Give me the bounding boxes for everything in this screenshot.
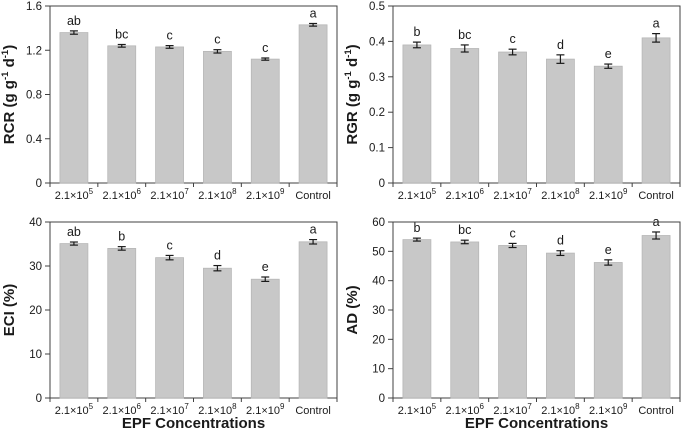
svg-text:d: d — [214, 249, 221, 263]
svg-text:2.1×105: 2.1×105 — [55, 187, 94, 202]
svg-text:2.1×108: 2.1×108 — [198, 187, 237, 202]
svg-text:0.8: 0.8 — [26, 90, 42, 102]
svg-text:0: 0 — [379, 393, 385, 405]
svg-text:2.1×109: 2.1×109 — [589, 187, 628, 202]
svg-text:2.1×107: 2.1×107 — [493, 402, 532, 417]
svg-text:RCR (g g-1 d-1): RCR (g g-1 d-1) — [0, 45, 18, 144]
svg-text:Control: Control — [295, 190, 330, 202]
svg-text:2.1×105: 2.1×105 — [398, 187, 437, 202]
svg-text:2.1×106: 2.1×106 — [103, 187, 142, 202]
svg-text:10: 10 — [29, 349, 42, 361]
svg-text:2.1×105: 2.1×105 — [398, 402, 437, 417]
svg-text:0: 0 — [36, 178, 42, 190]
svg-text:10: 10 — [372, 364, 385, 376]
svg-text:0.1: 0.1 — [369, 143, 385, 155]
svg-text:0.4: 0.4 — [369, 36, 386, 48]
rgr-chart: 0 0.1 0.2 0.3 0.4 0.5 b 2.1×105 bc 2.1×106 c 2.1×10… — [343, 1, 681, 202]
svg-text:RGR (g g-1 d-1): RGR (g g-1 d-1) — [343, 44, 361, 144]
svg-text:0: 0 — [379, 178, 385, 190]
svg-text:2.1×108: 2.1×108 — [541, 402, 580, 417]
svg-text:bc: bc — [458, 223, 471, 237]
svg-text:20: 20 — [29, 305, 42, 317]
svg-text:2.1×109: 2.1×109 — [246, 402, 285, 417]
svg-text:0: 0 — [36, 393, 42, 405]
svg-text:2.1×107: 2.1×107 — [150, 402, 189, 417]
eci-chart: 0 10 20 30 40 ab 2.1×105 b 2.1×106 c 2.1×107 d 2.1×1… — [1, 217, 338, 417]
svg-text:Control: Control — [638, 190, 673, 202]
svg-text:Control: Control — [295, 405, 330, 417]
svg-text:ab: ab — [67, 225, 81, 239]
svg-text:0.2: 0.2 — [369, 107, 385, 119]
svg-text:1.6: 1.6 — [26, 1, 42, 13]
svg-text:ab: ab — [67, 14, 81, 28]
svg-text:d: d — [557, 38, 564, 52]
svg-text:e: e — [262, 260, 269, 274]
svg-text:2.1×106: 2.1×106 — [446, 402, 485, 417]
svg-text:0.3: 0.3 — [369, 72, 385, 84]
svg-text:d: d — [557, 234, 564, 248]
svg-text:2.1×106: 2.1×106 — [446, 187, 485, 202]
svg-text:b: b — [413, 221, 420, 235]
svg-text:2.1×108: 2.1×108 — [541, 187, 580, 202]
svg-text:b: b — [413, 25, 420, 39]
svg-text:a: a — [653, 17, 660, 31]
svg-text:bc: bc — [458, 28, 471, 42]
svg-text:30: 30 — [372, 305, 385, 317]
svg-text:ECI (%): ECI (%) — [1, 284, 18, 337]
svg-text:e: e — [605, 47, 612, 61]
svg-text:bc: bc — [115, 27, 128, 41]
svg-text:2.1×109: 2.1×109 — [589, 402, 628, 417]
svg-text:60: 60 — [372, 217, 385, 229]
svg-text:2.1×106: 2.1×106 — [103, 402, 142, 417]
svg-text:c: c — [509, 32, 515, 46]
x-axis-title-left: EPF Concentrations — [121, 415, 266, 432]
svg-text:20: 20 — [372, 334, 385, 346]
svg-text:2.1×107: 2.1×107 — [493, 187, 532, 202]
svg-text:1.2: 1.2 — [26, 45, 42, 57]
svg-text:0.4: 0.4 — [26, 134, 43, 146]
svg-text:2.1×107: 2.1×107 — [150, 187, 189, 202]
svg-text:b: b — [118, 230, 125, 244]
svg-text:2.1×109: 2.1×109 — [246, 187, 285, 202]
x-axis-title-right: EPF Concentrations — [464, 415, 609, 432]
svg-text:40: 40 — [372, 276, 385, 288]
svg-text:2.1×108: 2.1×108 — [198, 402, 237, 417]
svg-text:30: 30 — [29, 261, 42, 273]
rcr-chart: 0 0.4 0.8 1.2 1.6 ab 2.1×105 bc 2.1×106 c 2.1×107 c… — [0, 1, 338, 202]
svg-text:0.5: 0.5 — [369, 1, 385, 13]
svg-text:Control: Control — [638, 405, 673, 417]
svg-text:a: a — [310, 6, 317, 20]
svg-text:c: c — [509, 226, 515, 240]
svg-text:e: e — [605, 243, 612, 257]
svg-text:a: a — [310, 223, 317, 237]
svg-text:AD (%): AD (%) — [344, 285, 361, 334]
ad-chart: 0 10 20 30 40 50 60 b 2.1×105 bc 2.1×106 c 2.1×107 d 2… — [344, 215, 681, 417]
svg-text:c: c — [166, 29, 172, 43]
svg-text:c: c — [262, 41, 268, 55]
svg-text:40: 40 — [29, 217, 42, 229]
svg-text:c: c — [214, 33, 220, 47]
svg-text:50: 50 — [372, 246, 385, 258]
svg-text:c: c — [166, 238, 172, 252]
svg-text:a: a — [653, 215, 660, 229]
svg-text:2.1×105: 2.1×105 — [55, 402, 94, 417]
